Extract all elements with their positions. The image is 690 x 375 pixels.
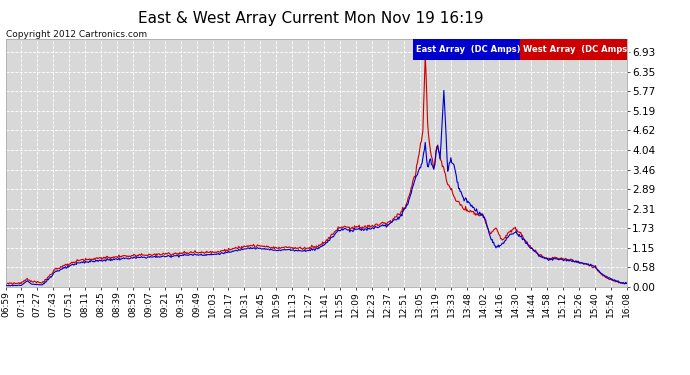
Text: West Array  (DC Amps): West Array (DC Amps) — [523, 45, 631, 54]
Text: Copyright 2012 Cartronics.com: Copyright 2012 Cartronics.com — [6, 30, 147, 39]
Text: East & West Array Current Mon Nov 19 16:19: East & West Array Current Mon Nov 19 16:… — [138, 11, 483, 26]
Text: East Array  (DC Amps): East Array (DC Amps) — [416, 45, 520, 54]
